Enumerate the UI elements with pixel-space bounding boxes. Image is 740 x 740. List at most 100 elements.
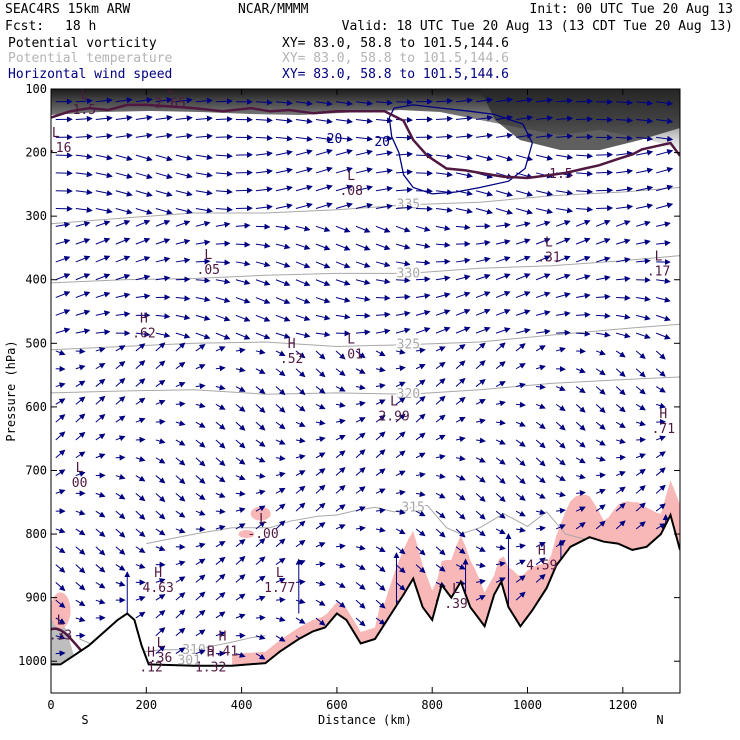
wind-vector — [335, 581, 346, 588]
wind-vector — [135, 510, 146, 520]
wind-vector — [275, 538, 286, 548]
wind-vector — [375, 546, 386, 552]
wind-vector — [515, 439, 526, 447]
wind-vector — [495, 457, 506, 465]
wind-vector — [455, 208, 473, 214]
wind-vector — [215, 475, 226, 483]
wind-vector — [495, 256, 511, 263]
wind-vector — [636, 167, 654, 174]
wind-vector — [75, 380, 86, 387]
wind-vector — [215, 592, 226, 601]
wind-vector — [556, 310, 571, 317]
wind-vector — [155, 528, 166, 536]
wind-vector — [155, 132, 173, 139]
wind-vector — [515, 309, 531, 316]
extremum-value: 2.99 — [378, 409, 409, 424]
wind-vector — [55, 599, 66, 609]
wind-vector — [235, 314, 251, 322]
theta-label: 335 — [397, 198, 420, 213]
wind-vector — [255, 456, 266, 463]
wind-vector — [55, 349, 66, 356]
wind-vector — [616, 257, 631, 264]
wind-vector — [115, 360, 126, 370]
wind-vector — [95, 133, 113, 140]
wind-vector — [375, 431, 386, 441]
wind-vector — [55, 469, 66, 476]
wind-vector — [295, 520, 306, 530]
wind-vector — [335, 149, 353, 156]
wind-vector — [275, 596, 286, 603]
wind-vector — [435, 528, 446, 538]
wind-vector — [175, 420, 186, 427]
wind-vector — [155, 418, 166, 425]
wind-vector — [255, 634, 266, 640]
wind-vector — [115, 208, 133, 215]
wind-vector — [335, 225, 351, 233]
wind-vector — [355, 312, 371, 319]
wind-vector — [395, 186, 413, 193]
y-tick-label: 300 — [25, 209, 47, 223]
wind-vector — [616, 150, 634, 157]
wind-vector — [595, 238, 611, 245]
wind-vector — [655, 350, 666, 360]
wind-vector — [575, 367, 586, 374]
wind-vector — [395, 204, 413, 211]
wind-vector — [195, 574, 206, 583]
wind-vector — [555, 292, 571, 299]
wind-vector — [576, 206, 594, 213]
wind-vector — [75, 115, 93, 122]
wind-vector — [315, 202, 333, 210]
extremum-value: -.00 — [247, 527, 278, 542]
wind-vector — [195, 591, 206, 601]
wind-vector — [95, 115, 113, 122]
wind-vector — [355, 202, 373, 210]
extremum-value: 5.41 — [207, 644, 238, 659]
wind-vector — [275, 503, 286, 512]
wind-vector — [295, 225, 311, 232]
theta-label: 315 — [401, 500, 424, 515]
wind-vector — [415, 364, 426, 370]
wind-vector — [596, 187, 614, 194]
terrain-line — [51, 512, 680, 667]
wind-vector — [435, 171, 453, 178]
wind-vector — [175, 342, 186, 352]
wind-vector — [495, 492, 506, 502]
wind-vector — [155, 438, 166, 444]
wind-vector — [255, 117, 273, 124]
wind-vector — [355, 400, 366, 407]
wind-vector — [75, 238, 91, 245]
wind-vector — [455, 396, 466, 405]
wind-vector — [556, 189, 574, 196]
x-tick-label: 1200 — [608, 698, 637, 712]
wind-vector — [295, 167, 313, 174]
valid-time: Valid: 18 UTC Tue 20 Aug 13 (13 CDT Tue … — [342, 19, 733, 34]
wind-vector — [395, 381, 406, 388]
wind-vector — [255, 242, 271, 249]
wind-vector — [335, 418, 346, 425]
wind-vector — [535, 557, 546, 565]
wind-vector — [656, 202, 674, 210]
wind-vector — [195, 383, 206, 390]
wind-vector — [556, 154, 574, 160]
wind-vector — [215, 221, 231, 228]
wind-vector — [75, 616, 86, 623]
wind-vector — [375, 449, 386, 459]
wind-vector — [596, 275, 611, 281]
wind-vector — [295, 314, 311, 322]
wind-vector — [195, 609, 206, 619]
wind-vector — [455, 416, 466, 423]
wind-vector — [535, 237, 551, 245]
contour-label: 20 — [374, 135, 390, 150]
wind-vector — [255, 439, 266, 447]
wind-vector — [275, 421, 286, 430]
wind-vector — [95, 329, 111, 336]
model-title: SEAC4RS 15km ARW — [5, 2, 130, 17]
wind-vector — [475, 360, 486, 370]
wind-vector — [555, 385, 566, 392]
wind-vector — [55, 273, 71, 281]
wind-vector — [595, 520, 606, 530]
wind-vector — [415, 347, 426, 354]
wind-vector — [635, 368, 646, 378]
wind-vector — [355, 117, 373, 124]
wind-vector — [395, 564, 406, 574]
